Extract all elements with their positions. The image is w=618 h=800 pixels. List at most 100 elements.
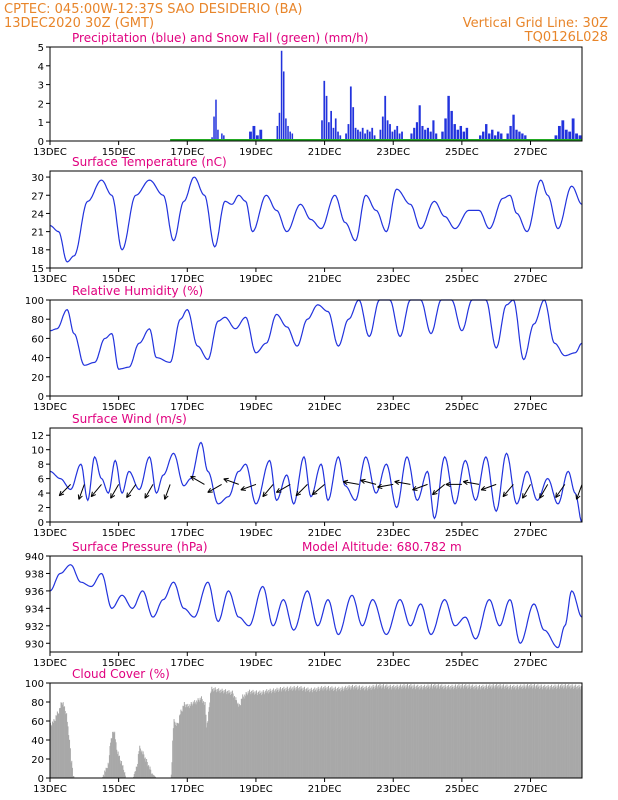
cloud-bar-487: [435, 686, 437, 778]
cloud-bar-269: [285, 687, 287, 778]
cloud-bar-330: [327, 689, 329, 778]
cloud-bar-19: [63, 706, 65, 778]
wind-arrow-0: [58, 484, 71, 497]
precip-bar-65: [453, 124, 456, 141]
precip-bar-89: [568, 131, 572, 141]
wind-arrow-18: [394, 479, 411, 485]
cloud-bar-189: [230, 691, 232, 778]
cloud-bar-3: [52, 721, 54, 778]
cloud-bar-303: [308, 692, 310, 778]
wind-arrow-8: [207, 483, 222, 493]
y-tick-label: 0: [38, 518, 44, 529]
cloud-bar-528: [463, 688, 465, 778]
precip-bar-62: [444, 118, 447, 141]
cloud-bar-615: [522, 687, 524, 778]
cloud-bar-302: [308, 689, 310, 778]
y-tick-label: 2: [38, 504, 44, 515]
panel-frame: [49, 299, 583, 397]
cloud-bar-141: [197, 698, 199, 778]
cloud-bar-125: [186, 707, 188, 778]
cloud-bar-520: [457, 687, 459, 778]
precip-bar-83: [521, 133, 524, 141]
precip-bar-87: [561, 120, 565, 141]
x-tick-label: 21DEC: [308, 147, 342, 158]
cloud-bar-617: [524, 686, 526, 778]
precip-bar-44: [386, 120, 389, 141]
cloud-bar-613: [521, 689, 523, 778]
cloud-bar-485: [433, 687, 435, 778]
cloud-bar-89: [146, 762, 148, 778]
cloud-bar-451: [410, 684, 412, 778]
cloud-bar-69: [133, 776, 135, 778]
precip-bar-46: [391, 131, 394, 141]
cloud-bar-646: [544, 684, 546, 778]
cloud-bar-470: [423, 688, 425, 778]
cloud-bar-561: [485, 684, 487, 778]
cloud-bar-403: [377, 688, 379, 778]
cloud-bar-317: [318, 688, 320, 778]
cloud-bar-625: [529, 687, 531, 778]
cloud-bar-217: [249, 691, 251, 778]
cloud-bar-173: [219, 693, 221, 778]
x-tick-label: 25DEC: [445, 784, 479, 795]
cloud-bar-261: [279, 687, 281, 778]
cloud-bar-123: [185, 707, 187, 778]
cloud-bar-73: [135, 766, 137, 778]
cloud-bar-83: [142, 751, 144, 778]
cloud-bar-382: [363, 688, 365, 778]
cloud-bar-557: [483, 687, 485, 778]
wind-arrow-shaft: [144, 484, 154, 499]
cloud-bar-304: [309, 688, 311, 778]
cloud-bar-33: [73, 776, 75, 778]
cloud-bar-384: [364, 686, 366, 778]
wind-arrow-head: [431, 489, 435, 495]
y-tick-label: 27: [31, 191, 44, 202]
precip-bar-42: [381, 116, 384, 141]
cloud-bar-492: [438, 686, 440, 778]
cloud-bar-477: [428, 686, 430, 778]
cloud-bar-320: [320, 689, 322, 778]
wind-arrow-shaft: [412, 483, 428, 491]
precip-bar-6: [223, 135, 225, 141]
cloud-bar-9: [56, 715, 58, 778]
cloud-bar-518: [456, 688, 458, 778]
cloud-bar-381: [362, 685, 364, 778]
cloud-bar-342: [335, 688, 337, 778]
cloud-bar-574: [494, 685, 496, 778]
cloud-bar-254: [275, 689, 277, 778]
cloud-bar-597: [510, 687, 512, 778]
cloud-bar-581: [499, 684, 501, 778]
cloud-bar-432: [397, 686, 399, 778]
cloud-bar-98: [152, 775, 154, 778]
wind-arrow-shaft: [432, 484, 446, 496]
cloud-bar-176: [221, 688, 223, 778]
cloud-bar-577: [496, 686, 498, 778]
cloud-bar-385: [365, 689, 367, 778]
cloud-bar-459: [415, 685, 417, 778]
cloud-bar-693: [576, 689, 578, 778]
cloud-bar-162: [212, 689, 213, 778]
cloud-bar-174: [220, 689, 222, 778]
cloud-bar-619: [525, 685, 527, 778]
wind-arrow-9: [223, 477, 239, 485]
cloud-bar-195: [234, 700, 236, 778]
wind-arrow-27: [555, 484, 566, 498]
cloud-bar-259: [278, 688, 280, 778]
precip-bar-1: [213, 116, 215, 141]
cloud-bar-448: [408, 688, 410, 778]
cloud-bar-508: [449, 689, 451, 778]
cloud-bar-316: [317, 686, 319, 778]
cloud-bar-572: [493, 686, 495, 778]
cloud-bar-525: [461, 687, 463, 778]
cloud-bar-365: [351, 688, 353, 778]
cloud-bar-632: [534, 686, 536, 778]
cloud-bar-23: [66, 713, 68, 778]
y-tick-label: 5: [38, 43, 44, 54]
x-tick-label: 27DEC: [514, 147, 548, 158]
x-tick-label: 23DEC: [376, 274, 410, 285]
wind-arrow-head: [445, 483, 451, 488]
cloud-bar-621: [527, 684, 529, 778]
cloud-bar-78: [139, 745, 141, 778]
cloud-bar-578: [497, 688, 499, 778]
cloud-bar-36: [103, 776, 105, 778]
